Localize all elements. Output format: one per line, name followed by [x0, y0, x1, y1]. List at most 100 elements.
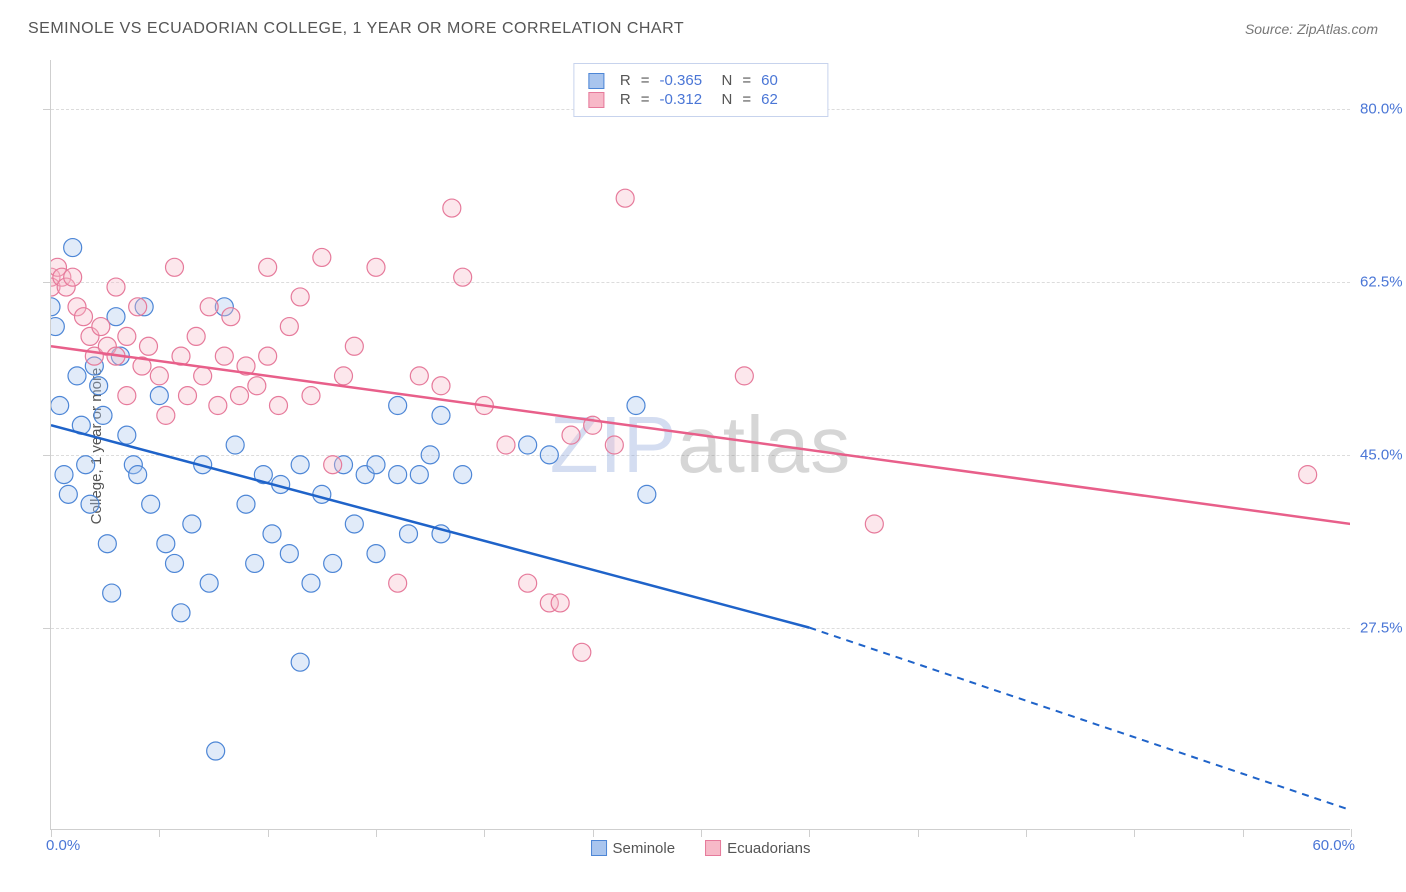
scatter-point-seminole — [98, 535, 116, 553]
scatter-point-ecuadorians — [389, 574, 407, 592]
scatter-point-seminole — [324, 554, 342, 572]
eq-2b: = — [742, 91, 751, 108]
scatter-point-ecuadorians — [410, 367, 428, 385]
n-label-2: N — [722, 91, 733, 108]
chart-title: SEMINOLE VS ECUADORIAN COLLEGE, 1 YEAR O… — [28, 20, 684, 38]
scatter-point-ecuadorians — [248, 377, 266, 395]
x-tick — [376, 829, 377, 837]
legend-label-2: Ecuadorians — [727, 840, 810, 857]
scatter-point-seminole — [118, 426, 136, 444]
scatter-point-ecuadorians — [291, 288, 309, 306]
scatter-point-seminole — [540, 446, 558, 464]
scatter-point-seminole — [627, 397, 645, 415]
scatter-point-seminole — [166, 554, 184, 572]
scatter-point-seminole — [263, 525, 281, 543]
scatter-point-seminole — [81, 495, 99, 513]
x-tick — [701, 829, 702, 837]
scatter-point-seminole — [200, 574, 218, 592]
scatter-point-seminole — [157, 535, 175, 553]
y-tick-label: 62.5% — [1360, 274, 1403, 291]
n-value-2: 62 — [761, 91, 813, 108]
scatter-point-ecuadorians — [1299, 466, 1317, 484]
scatter-point-ecuadorians — [166, 258, 184, 276]
scatter-point-seminole — [51, 397, 69, 415]
scatter-point-seminole — [367, 545, 385, 563]
scatter-point-seminole — [389, 466, 407, 484]
scatter-point-seminole — [389, 397, 407, 415]
scatter-point-seminole — [454, 466, 472, 484]
n-value-1: 60 — [761, 72, 813, 89]
plot-area: ZIPatlas R = -0.365 N = 60 R = -0.312 N … — [50, 60, 1350, 830]
y-tick-label: 80.0% — [1360, 101, 1403, 118]
scatter-point-seminole — [103, 584, 121, 602]
scatter-point-seminole — [51, 298, 60, 316]
legend-item-1: Seminole — [591, 840, 676, 857]
x-tick — [1243, 829, 1244, 837]
scatter-point-seminole — [291, 653, 309, 671]
eq-2a: = — [641, 91, 650, 108]
scatter-point-seminole — [237, 495, 255, 513]
y-tick-label: 45.0% — [1360, 446, 1403, 463]
scatter-point-ecuadorians — [735, 367, 753, 385]
r-label-2: R — [620, 91, 631, 108]
scatter-point-ecuadorians — [129, 298, 147, 316]
x-tick — [484, 829, 485, 837]
scatter-point-ecuadorians — [302, 387, 320, 405]
scatter-point-ecuadorians — [313, 248, 331, 266]
scatter-point-seminole — [345, 515, 363, 533]
legend-swatch-ecuadorians — [705, 840, 721, 856]
scatter-point-ecuadorians — [616, 189, 634, 207]
scatter-point-ecuadorians — [454, 268, 472, 286]
scatter-point-seminole — [207, 742, 225, 760]
source-label: Source: ZipAtlas.com — [1245, 21, 1378, 37]
scatter-point-ecuadorians — [432, 377, 450, 395]
scatter-point-ecuadorians — [179, 387, 197, 405]
scatter-point-ecuadorians — [345, 337, 363, 355]
x-axis-start-label: 0.0% — [46, 837, 80, 854]
scatter-point-seminole — [77, 456, 95, 474]
x-tick — [268, 829, 269, 837]
scatter-point-ecuadorians — [222, 308, 240, 326]
scatter-point-seminole — [172, 604, 190, 622]
legend-label-1: Seminole — [613, 840, 676, 857]
scatter-point-seminole — [55, 466, 73, 484]
r-value-1: -0.365 — [660, 72, 712, 89]
scatter-point-seminole — [367, 456, 385, 474]
scatter-point-ecuadorians — [200, 298, 218, 316]
source-prefix: Source: — [1245, 21, 1297, 37]
eq-1a: = — [641, 72, 650, 89]
scatter-point-ecuadorians — [118, 327, 136, 345]
y-tick — [43, 455, 51, 456]
scatter-point-seminole — [410, 466, 428, 484]
x-tick — [1134, 829, 1135, 837]
scatter-point-seminole — [94, 406, 112, 424]
scatter-point-seminole — [59, 485, 77, 503]
x-tick — [51, 829, 52, 837]
scatter-point-ecuadorians — [92, 318, 110, 336]
correlation-row-1: R = -0.365 N = 60 — [588, 72, 813, 89]
scatter-point-ecuadorians — [259, 347, 277, 365]
y-tick — [43, 109, 51, 110]
x-tick — [1351, 829, 1352, 837]
legend-swatch-1 — [588, 73, 604, 89]
y-tick — [43, 628, 51, 629]
title-bar: SEMINOLE VS ECUADORIAN COLLEGE, 1 YEAR O… — [28, 20, 1378, 38]
scatter-point-seminole — [142, 495, 160, 513]
scatter-point-ecuadorians — [194, 367, 212, 385]
scatter-point-seminole — [68, 367, 86, 385]
y-tick-label: 27.5% — [1360, 619, 1403, 636]
scatter-point-ecuadorians — [209, 397, 227, 415]
scatter-point-ecuadorians — [259, 258, 277, 276]
scatter-point-ecuadorians — [562, 426, 580, 444]
correlation-legend: R = -0.365 N = 60 R = -0.312 N = 62 — [573, 63, 828, 117]
scatter-point-ecuadorians — [335, 367, 353, 385]
trendline-seminole-extrapolated — [809, 628, 1350, 811]
scatter-point-seminole — [129, 466, 147, 484]
scatter-point-seminole — [313, 485, 331, 503]
scatter-point-ecuadorians — [107, 278, 125, 296]
y-tick — [43, 282, 51, 283]
scatter-point-ecuadorians — [140, 337, 158, 355]
chart-svg — [51, 60, 1350, 829]
x-tick — [918, 829, 919, 837]
x-tick — [593, 829, 594, 837]
